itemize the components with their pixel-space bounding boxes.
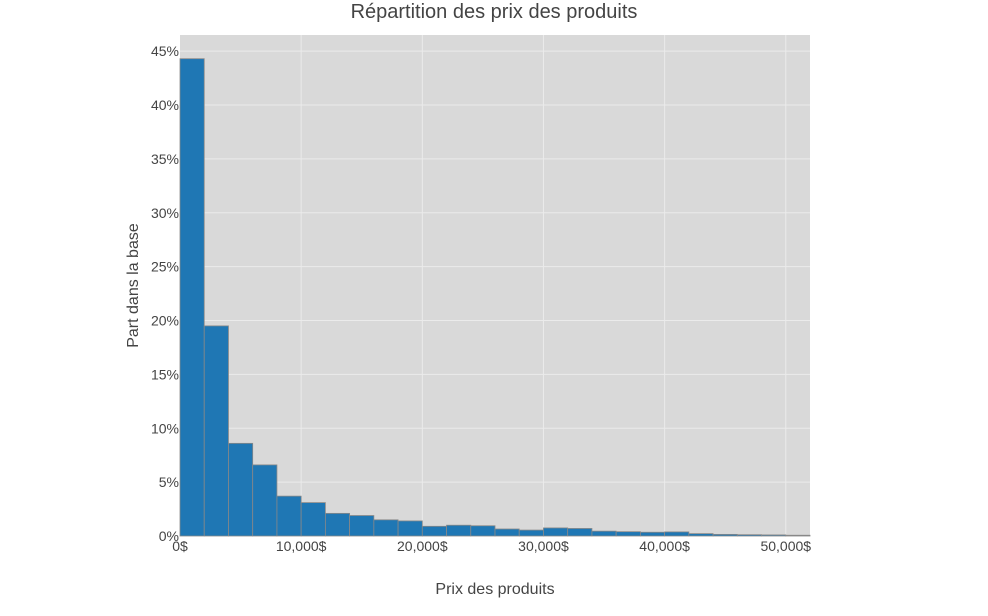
histogram-bar: [228, 442, 254, 537]
y-axis-ticks: 0% 5% 10% 15% 20% 25% 30% 35% 40% 45%: [151, 43, 179, 544]
y-tick-label: 45%: [151, 43, 179, 59]
y-axis-label: Part dans la base: [125, 223, 142, 348]
histogram-bar: [736, 534, 762, 537]
x-tick-label: 0$: [172, 538, 188, 554]
histogram-bar: [761, 534, 787, 537]
histogram-bar: [203, 325, 229, 537]
histogram-bar: [785, 534, 811, 537]
x-axis-ticks: 0$ 10,000$ 20,000$ 30,000$ 40,000$ 50,000$: [172, 538, 811, 554]
histogram-bar: [446, 524, 472, 537]
histogram-bar: [543, 527, 569, 537]
histogram-bar: [373, 519, 399, 537]
x-tick-label: 40,000$: [639, 538, 690, 554]
histogram-bar: [276, 495, 302, 537]
histogram-bar: [664, 531, 690, 537]
histogram-bar: [179, 58, 205, 537]
grid-lines: [180, 35, 810, 536]
y-tick-label: 25%: [151, 259, 179, 275]
chart-title: Répartition des prix des produits: [350, 1, 638, 23]
y-tick-label: 20%: [151, 313, 179, 329]
histogram-bar: [300, 502, 326, 537]
bars: [179, 58, 811, 537]
x-tick-label: 30,000$: [518, 538, 569, 554]
histogram-bar: [349, 515, 375, 537]
histogram-bar: [615, 531, 641, 537]
histogram-bar: [470, 525, 496, 537]
y-tick-label: 5%: [159, 474, 179, 490]
x-tick-label: 10,000$: [276, 538, 327, 554]
plot-background: [180, 35, 810, 536]
y-tick-label: 35%: [151, 151, 179, 167]
histogram-bar: [639, 531, 666, 537]
y-tick-label: 15%: [151, 366, 179, 382]
y-tick-label: 40%: [151, 97, 179, 113]
x-tick-label: 50,000$: [760, 538, 811, 554]
x-axis-label: Prix des produits: [435, 581, 554, 598]
histogram-bar: [712, 533, 738, 537]
histogram-bar: [518, 529, 544, 537]
histogram-bar: [421, 525, 447, 537]
histogram-bar: [397, 520, 423, 537]
y-tick-label: 30%: [151, 205, 179, 221]
x-tick-label: 20,000$: [397, 538, 448, 554]
histogram-bar: [324, 512, 351, 537]
histogram-bar: [252, 464, 278, 537]
histogram-bar: [567, 528, 593, 537]
y-tick-label: 0%: [159, 528, 179, 544]
histogram-bar: [688, 533, 714, 537]
y-tick-label: 10%: [151, 420, 179, 436]
histogram-bar: [591, 530, 617, 537]
histogram-bar: [494, 528, 520, 537]
